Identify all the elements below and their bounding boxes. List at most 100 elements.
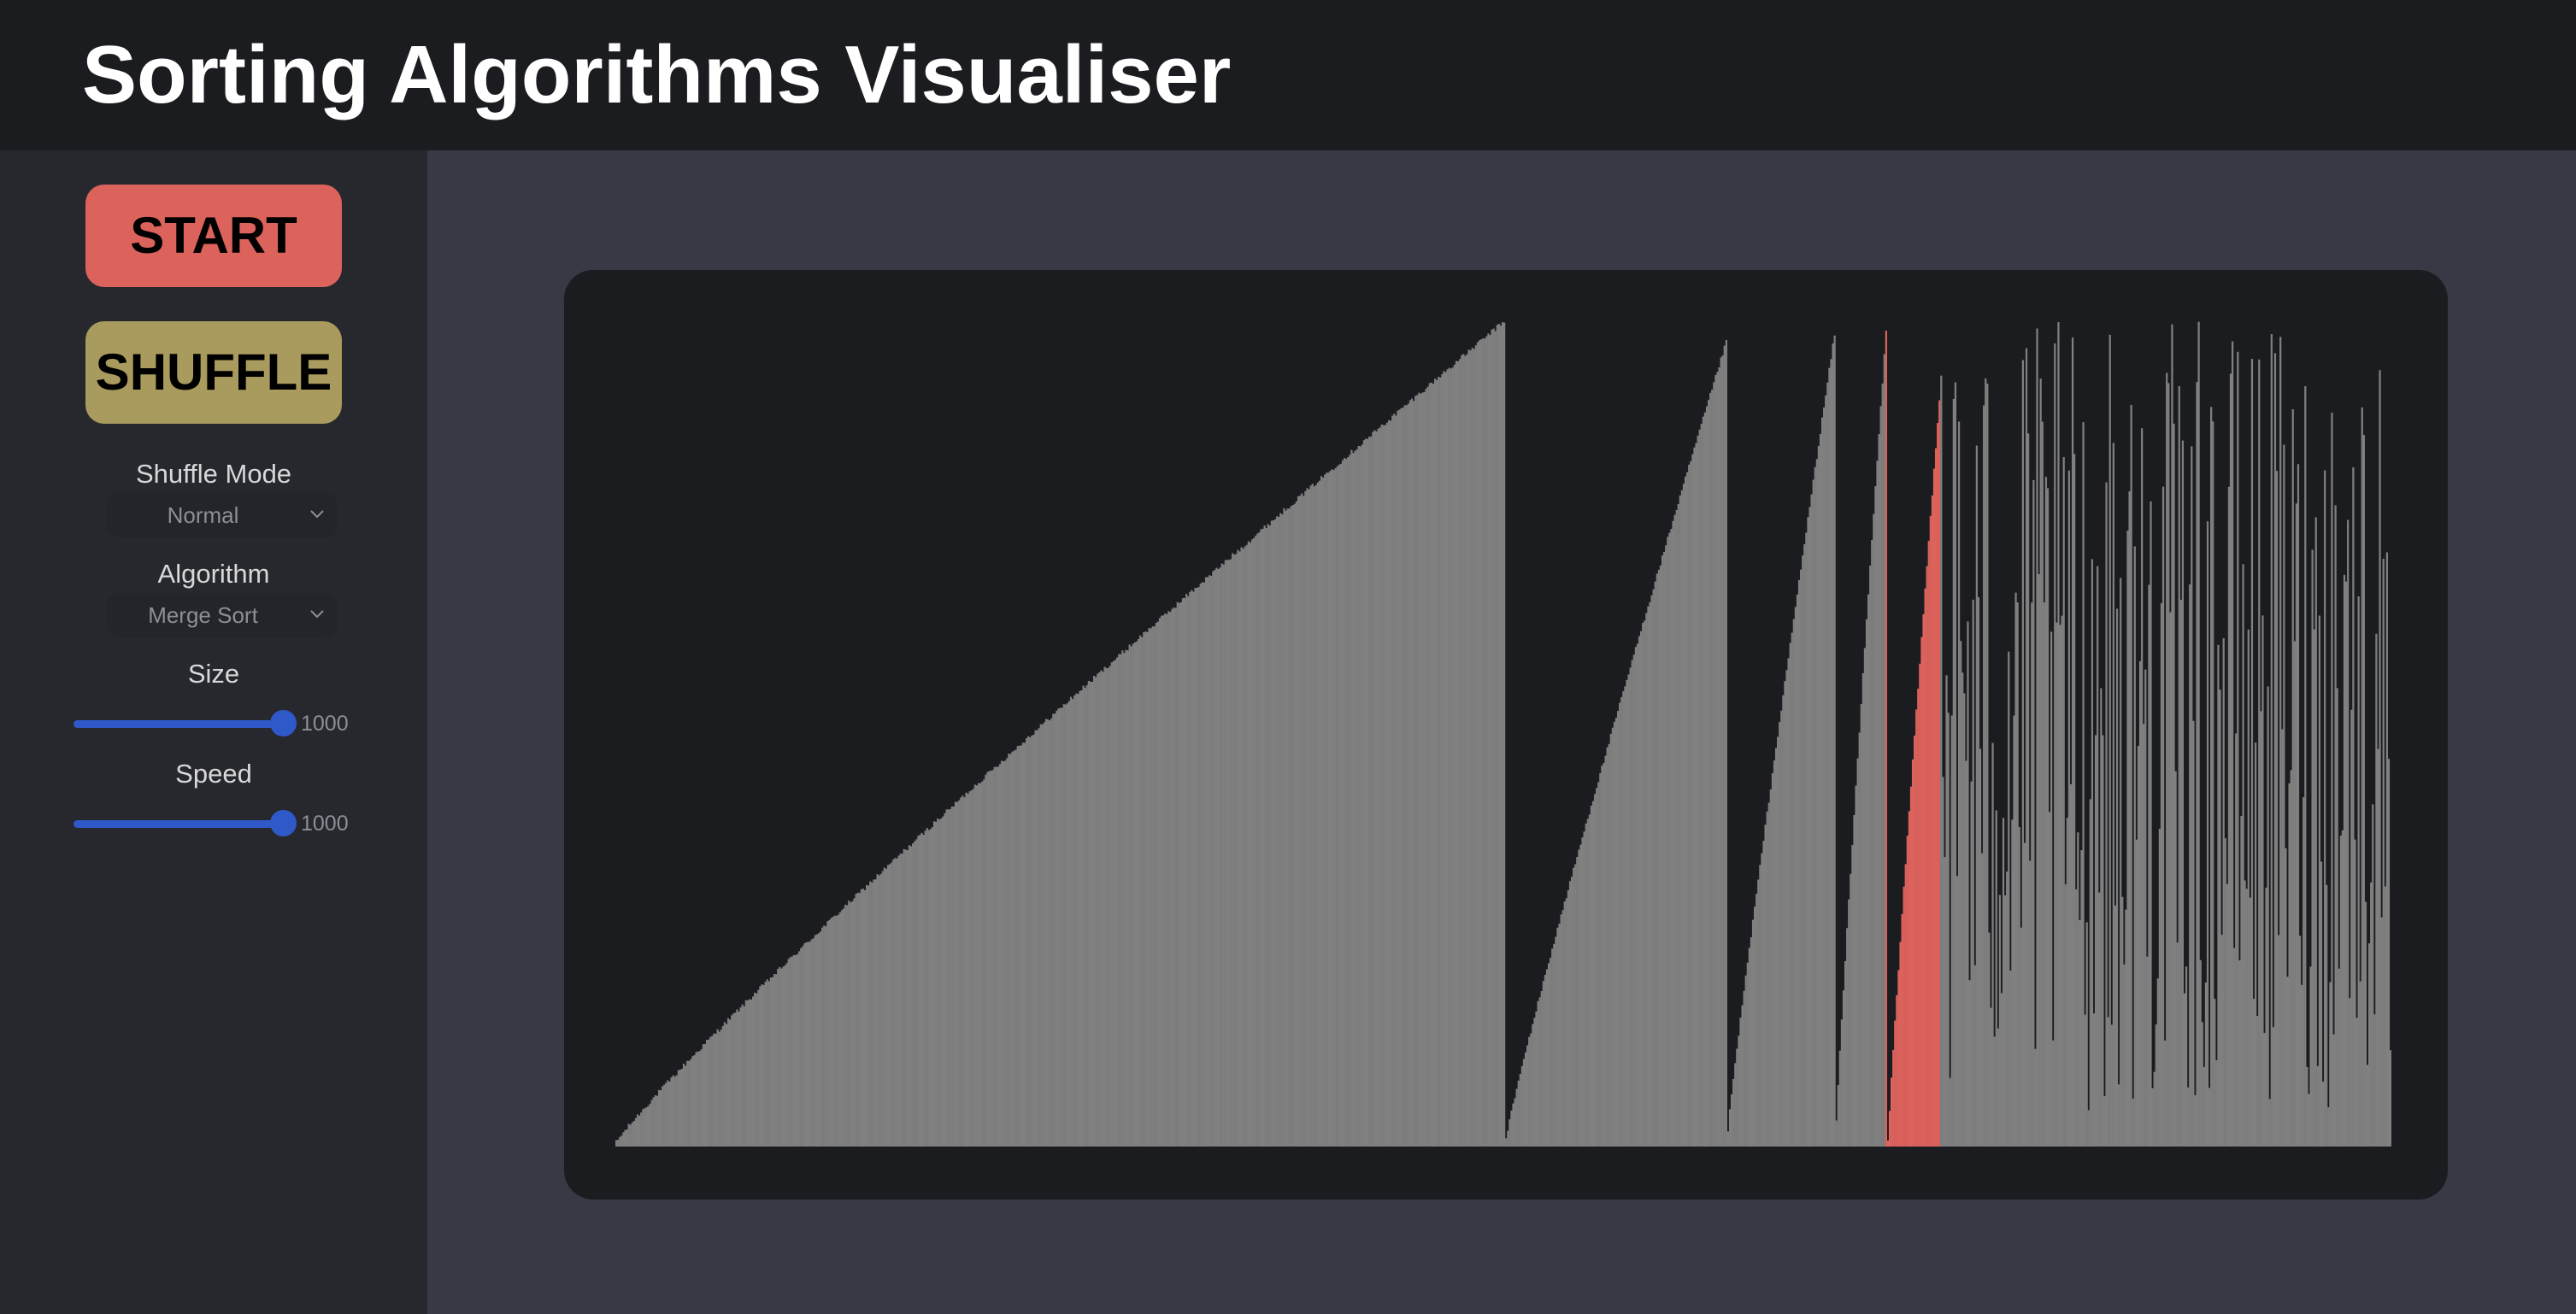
array-bar (2227, 486, 2231, 1147)
array-bar (1682, 484, 1685, 1147)
array-bar (1503, 322, 1506, 1147)
array-bar (1812, 479, 1814, 1147)
array-bar (990, 770, 992, 1147)
array-bar (1256, 533, 1259, 1147)
array-bar (1433, 378, 1437, 1147)
array-bar (1303, 496, 1305, 1147)
array-bar (1878, 434, 1880, 1147)
array-bar (1614, 718, 1618, 1147)
array-bar (981, 781, 984, 1147)
array-bar (940, 818, 943, 1147)
array-bar (744, 1000, 747, 1147)
array-bar (1593, 794, 1597, 1147)
array-bar (2031, 602, 2033, 1147)
array-bar (1349, 455, 1351, 1147)
array-bar (1979, 748, 1982, 1147)
array-bar (732, 1013, 735, 1147)
array-bar (1100, 670, 1103, 1147)
array-bar (1604, 755, 1607, 1147)
array-bar (1004, 760, 1007, 1147)
array-bar (2318, 615, 2321, 1147)
array-bar (2126, 530, 2129, 1147)
array-bar (2327, 1107, 2330, 1147)
array-bar (1757, 879, 1760, 1147)
array-bar (2006, 871, 2008, 1147)
array-bar (715, 1034, 717, 1147)
array-bar (1586, 818, 1589, 1147)
array-bar (1020, 745, 1023, 1147)
array-bar (2023, 842, 2026, 1147)
array-bar (2043, 602, 2045, 1147)
array-bar (1673, 514, 1676, 1147)
array-bar (2306, 1066, 2308, 1147)
array-bar (823, 925, 826, 1147)
speed-slider[interactable] (74, 807, 297, 841)
array-bar (1761, 853, 1763, 1147)
array-bar (2235, 733, 2238, 1147)
array-bar (1314, 484, 1317, 1147)
array-bar (2128, 491, 2131, 1147)
array-bar (1638, 636, 1641, 1147)
array-bar (1597, 782, 1600, 1147)
array-bar (1700, 424, 1703, 1147)
array-bar (896, 858, 898, 1147)
array-bar (1856, 758, 1859, 1147)
array-bar (1867, 594, 1870, 1147)
shuffle-mode-select[interactable]: Normal (107, 493, 338, 537)
size-slider-thumb[interactable] (270, 710, 297, 736)
array-bar (1474, 345, 1477, 1147)
array-bar (1176, 601, 1179, 1147)
array-bar (764, 982, 767, 1147)
array-bar (1087, 680, 1090, 1147)
array-bar (1977, 596, 1980, 1147)
array-bar (2178, 385, 2180, 1147)
array-bar (897, 855, 900, 1147)
algorithm-select[interactable]: Merge Sort (107, 593, 338, 637)
array-bar (2041, 421, 2044, 1147)
array-bar (2367, 943, 2371, 1147)
start-button[interactable]: START (85, 185, 342, 287)
shuffle-button[interactable]: SHUFFLE (85, 321, 342, 424)
array-bar (1665, 545, 1667, 1147)
array-bar (815, 934, 819, 1147)
array-bar (2112, 443, 2114, 1147)
array-bar (2169, 612, 2172, 1147)
array-bar (871, 883, 873, 1147)
array-bar (1949, 1077, 1951, 1147)
array-bar (762, 984, 765, 1147)
array-bar (2091, 559, 2094, 1147)
array-bar (2387, 759, 2391, 1147)
array-bar (1915, 709, 1918, 1147)
array-bar (2110, 1024, 2113, 1147)
array-bar (750, 999, 753, 1147)
array-bar (723, 1022, 726, 1147)
array-bar (2115, 608, 2119, 1147)
array-bar (1267, 524, 1269, 1147)
array-bar (2250, 359, 2254, 1147)
array-bar (904, 849, 907, 1147)
array-bar (1372, 431, 1374, 1147)
size-slider-track (74, 720, 284, 728)
array-bar (1116, 657, 1119, 1147)
array-bar (1121, 650, 1124, 1147)
array-bar (622, 1132, 625, 1147)
array-bar (1547, 963, 1550, 1147)
array-bar (1164, 613, 1167, 1147)
size-slider[interactable] (74, 707, 297, 741)
array-bar (2359, 981, 2361, 1147)
array-bar (1304, 490, 1307, 1147)
array-bar (1469, 349, 1472, 1147)
array-bar (1352, 453, 1355, 1147)
array-bar (2303, 797, 2305, 1147)
array-bar (2052, 1040, 2055, 1147)
array-bar (1738, 1035, 1740, 1147)
array-bar (1214, 570, 1216, 1147)
array-bar (1991, 742, 1994, 1147)
array-bar (800, 947, 803, 1147)
speed-slider-thumb[interactable] (270, 810, 297, 836)
array-bar (1347, 457, 1350, 1147)
array-bar (1455, 361, 1458, 1147)
array-bar (2237, 351, 2239, 1147)
array-bar (1609, 733, 1612, 1147)
array-bar (889, 864, 891, 1147)
